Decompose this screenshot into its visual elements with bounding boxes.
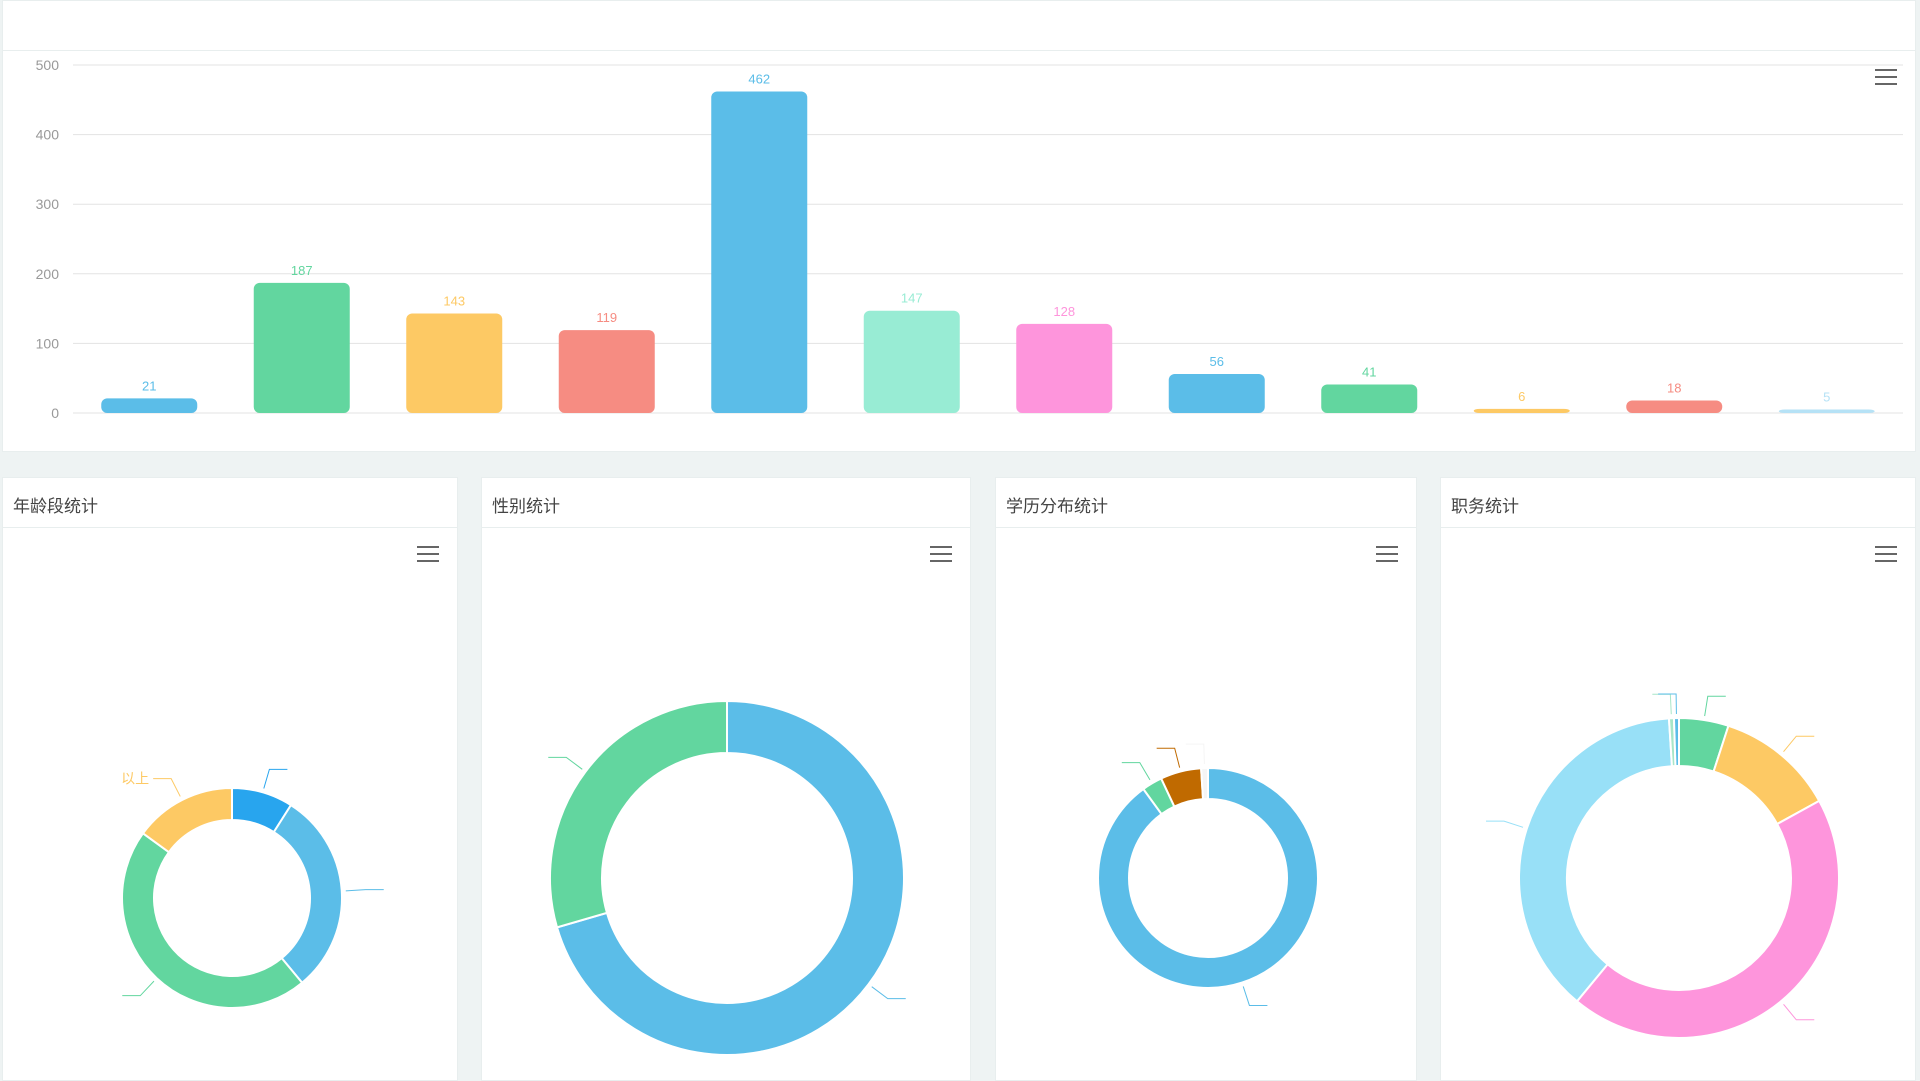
donut-slice[interactable]: [121, 831, 304, 1009]
bar-data-label: 147: [901, 291, 923, 306]
leader-line: [345, 889, 384, 892]
hamburger-menu-icon[interactable]: [930, 546, 952, 562]
leader-line: [1652, 693, 1672, 715]
slice-label: 以上: [121, 771, 149, 787]
leader-line: [1121, 762, 1151, 781]
pie-panel-title: 性别统计: [492, 497, 560, 516]
bar[interactable]: [1778, 409, 1875, 413]
donut-chart-gender: [548, 699, 906, 1056]
pie-panel-gender: 性别统计: [481, 477, 971, 1081]
bar[interactable]: [711, 91, 808, 413]
bar-data-label: 6: [1518, 389, 1525, 404]
hamburger-menu-icon[interactable]: [1875, 69, 1897, 85]
donut-slice[interactable]: [549, 699, 728, 929]
y-tick-label: 500: [36, 57, 60, 73]
bar[interactable]: [406, 313, 503, 413]
pie-panel-title: 职务统计: [1451, 497, 1519, 516]
pie-panel-age: 年龄段统计 以上: [2, 477, 458, 1081]
bar[interactable]: [1016, 323, 1113, 413]
pie-panel-header: 性别统计: [482, 478, 970, 528]
hamburger-menu-icon[interactable]: [417, 546, 439, 562]
leader-line: [122, 980, 155, 997]
leader-line: [1185, 743, 1205, 765]
pie-panel-header: 年龄段统计: [3, 478, 457, 528]
pie-panel-header: 职务统计: [1441, 478, 1915, 528]
leader-line: [871, 986, 906, 1000]
y-tick-label: 0: [51, 405, 59, 421]
donut-slice[interactable]: [1200, 766, 1209, 801]
hamburger-menu-icon[interactable]: [1376, 546, 1398, 562]
y-tick-label: 400: [36, 127, 60, 143]
bar-chart: 0100200300400500211871431194621471285641…: [36, 57, 1903, 421]
leader-line: [1783, 1004, 1815, 1021]
pie-panel-education: 学历分布统计: [995, 477, 1417, 1081]
donut-slice[interactable]: [141, 786, 233, 854]
donut-slice[interactable]: [1575, 799, 1840, 1039]
leader-line: [263, 768, 288, 789]
pie-panel-title: 年龄段统计: [13, 497, 98, 516]
bar-chart-header: [3, 1, 1915, 51]
pie-panel-title: 学历分布统计: [1006, 497, 1108, 516]
bar[interactable]: [101, 398, 198, 413]
bar-data-label: 462: [748, 71, 770, 86]
leader-line: [153, 778, 181, 797]
donut-slice[interactable]: [1518, 717, 1674, 1003]
donut-slice[interactable]: [555, 699, 905, 1056]
leader-line: [1156, 747, 1181, 768]
leader-line: [1704, 695, 1726, 717]
leader-line: [1783, 735, 1815, 752]
donut-slice[interactable]: [1097, 766, 1319, 989]
pie-panel-position: 职务统计: [1440, 477, 1916, 1081]
donut-chart-position: [1486, 693, 1840, 1039]
bar-data-label: 187: [291, 263, 313, 278]
donut-slice[interactable]: [272, 803, 343, 985]
donut-slice[interactable]: [1672, 716, 1680, 768]
bar-data-label: 18: [1667, 380, 1681, 395]
donut-chart-education: [1097, 743, 1319, 1006]
bar-data-label: 128: [1053, 304, 1075, 319]
bar[interactable]: [1168, 374, 1265, 413]
bar[interactable]: [1473, 408, 1570, 413]
donut-chart-age: 以上: [121, 768, 384, 1009]
y-tick-label: 300: [36, 196, 60, 212]
bar[interactable]: [253, 282, 350, 413]
bar[interactable]: [1626, 400, 1723, 413]
bar[interactable]: [1321, 384, 1418, 413]
bar-data-label: 5: [1823, 390, 1830, 405]
leader-line: [548, 756, 583, 770]
leader-line: [1658, 693, 1677, 715]
leader-line: [1242, 986, 1268, 1006]
bar[interactable]: [863, 310, 960, 413]
bar-data-label: 21: [142, 378, 156, 393]
leader-line: [1486, 820, 1524, 828]
bar[interactable]: [558, 330, 655, 413]
y-tick-label: 100: [36, 335, 60, 351]
hamburger-menu-icon[interactable]: [1875, 546, 1897, 562]
bar-data-label: 56: [1210, 354, 1224, 369]
pie-panel-header: 学历分布统计: [996, 478, 1416, 528]
bar-data-label: 119: [596, 310, 617, 325]
bar-chart-panel: 0 100 200 300 400 500 21 187 143 119 462 147 128 56 41…: [2, 0, 1916, 452]
bar-data-label: 143: [443, 293, 465, 308]
y-tick-label: 200: [36, 266, 60, 282]
bar-data-label: 41: [1362, 364, 1376, 379]
